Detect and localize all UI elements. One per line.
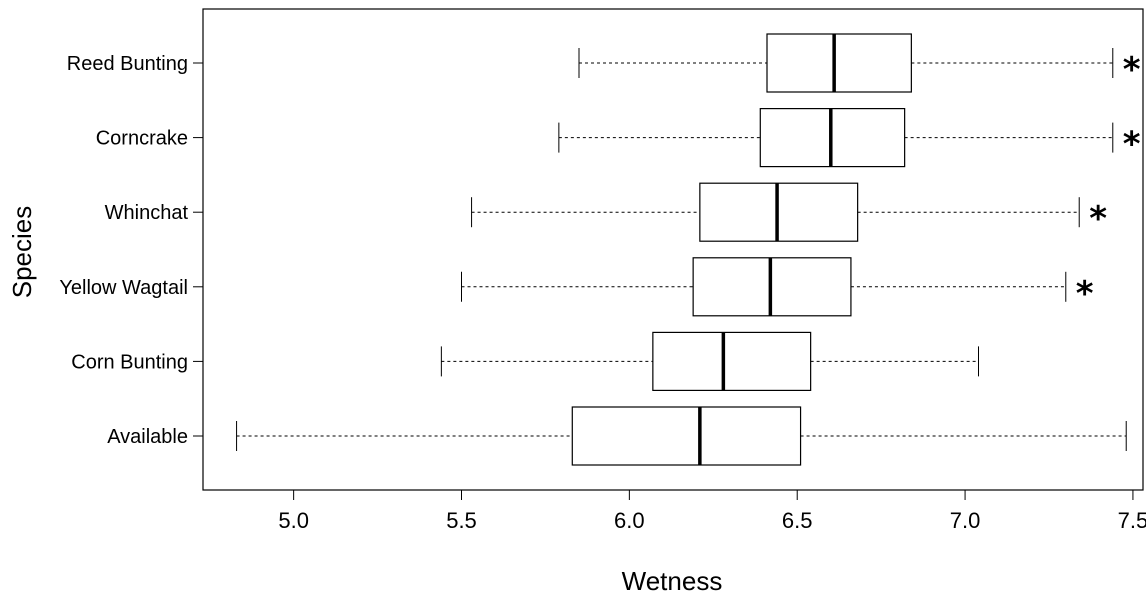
box-5: * [578,33,1141,93]
box-4: * [558,107,1141,168]
x-tick-label: 6.5 [782,508,813,533]
box-1 [440,331,979,391]
box-2: * [461,257,1094,317]
y-tick-label: Corn Bunting [71,351,188,373]
iqr-box [652,331,812,391]
plot-frame [202,8,1144,491]
x-axis: 5.0 5.5 6.0 6.5 7.0 7.5 [278,490,1146,533]
y-tick-label: Corncrake [96,128,188,150]
boxes-layer: * * * * [236,33,1141,466]
y-axis-title: Species [7,206,37,299]
y-tick-label: Yellow Wagtail [59,277,188,299]
x-tick-label: 5.5 [446,508,477,533]
significance-marker: * [1123,125,1141,165]
y-tick-label: Whinchat [105,202,189,224]
x-tick-label: 7.0 [950,508,981,533]
iqr-box [571,406,802,466]
y-tick-label: Reed Bunting [67,53,188,75]
significance-marker: * [1089,199,1107,239]
x-tick-label: 5.0 [278,508,309,533]
y-tick-label: Available [107,426,188,448]
box-0 [236,406,1127,466]
iqr-box [766,33,912,93]
significance-marker: * [1076,274,1094,314]
box-3: * [471,182,1107,242]
x-axis-title: Wetness [622,566,723,596]
x-tick-label: 7.5 [1118,508,1146,533]
x-tick-label: 6.0 [614,508,645,533]
y-axis: Available Corn Bunting Yellow Wagtail Whinc… [59,53,203,448]
significance-marker: * [1123,50,1141,90]
